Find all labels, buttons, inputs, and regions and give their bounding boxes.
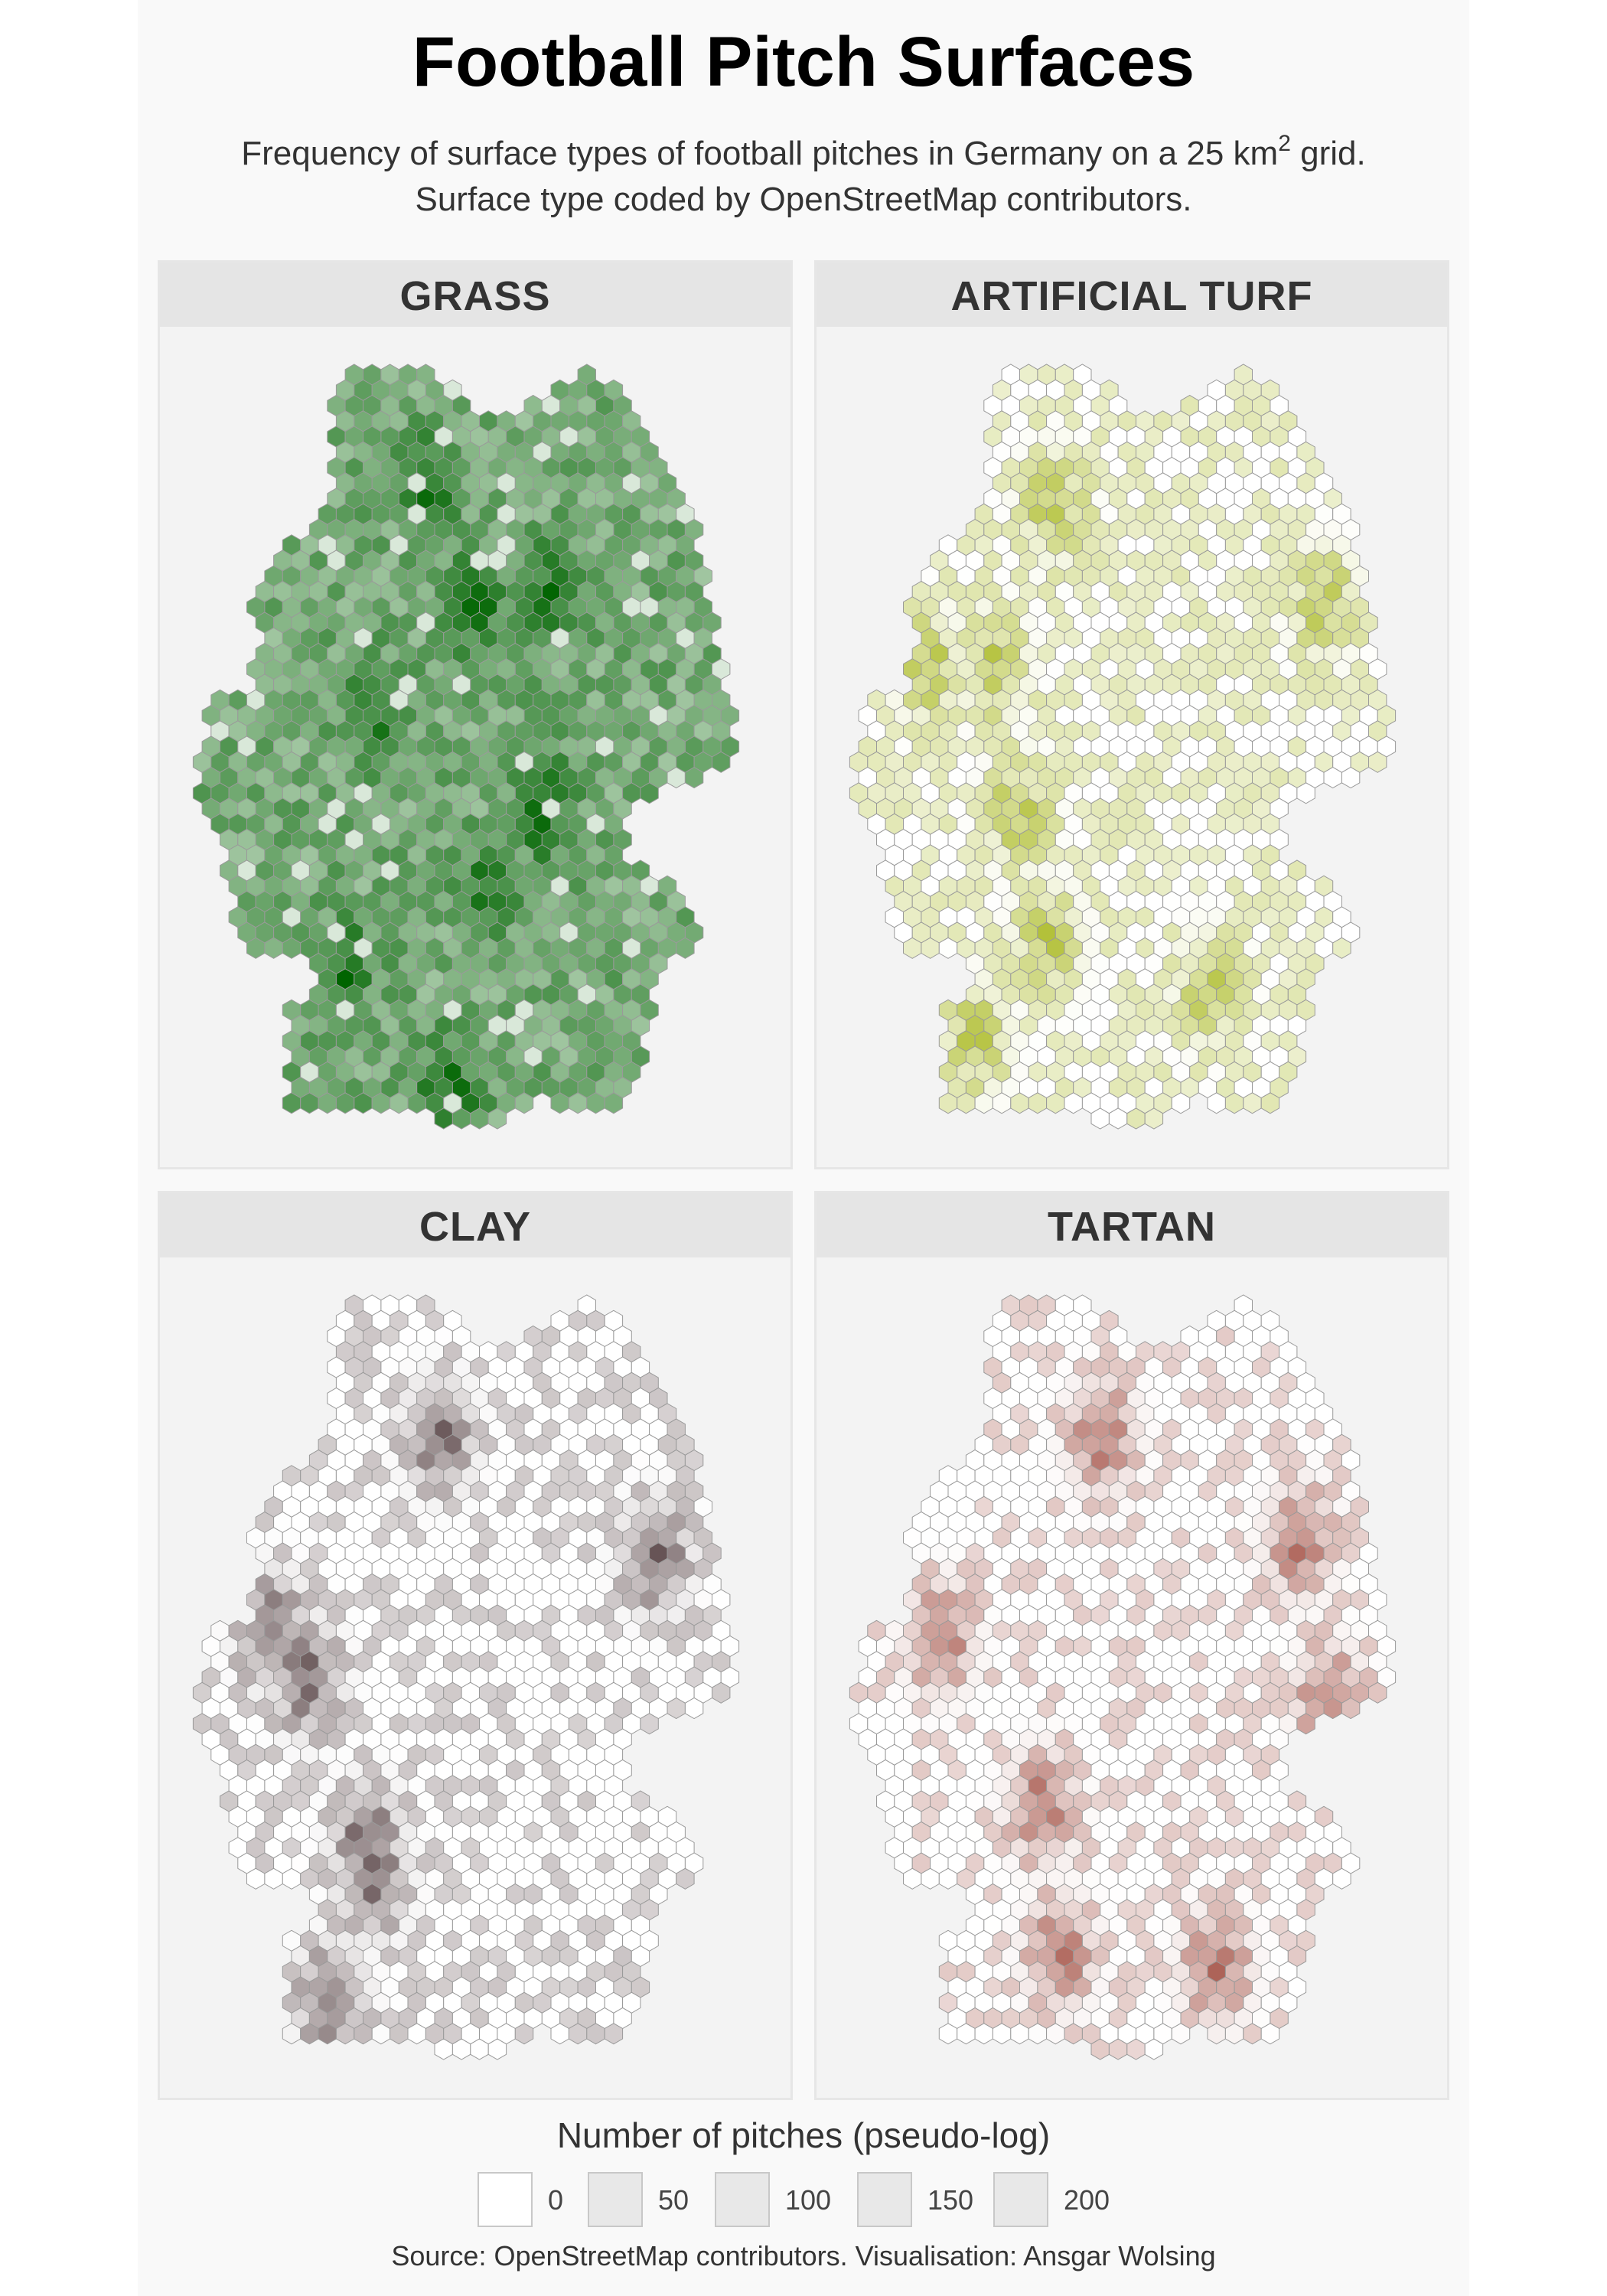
legend-key-50 (588, 2172, 643, 2227)
legend-label-200: 200 (1064, 2184, 1110, 2216)
hex-cell (514, 1092, 534, 1114)
panel-title-grass: GRASS (160, 263, 790, 327)
hex-cell (1332, 1867, 1351, 1890)
hex-cell (1332, 937, 1351, 959)
chart-caption: Source: OpenStreetMap contributors. Visu… (391, 2240, 1216, 2272)
panel-title-tartan: TARTAN (817, 1193, 1447, 1257)
legend-key-0 (478, 2172, 533, 2227)
subtitle-text-end: grid. (1290, 135, 1366, 172)
hex-cell (1296, 1713, 1315, 1735)
hex-cell (1341, 1697, 1361, 1720)
panel-clay: CLAY (158, 1191, 793, 2100)
legend-label-50: 50 (658, 2184, 689, 2216)
panel-artificial-turf: ARTIFICIAL TURF (814, 260, 1449, 1169)
legend-title: Number of pitches (pseudo-log) (556, 2115, 1051, 2155)
hex-cell (1341, 766, 1361, 789)
hex-cell (1260, 2023, 1280, 2045)
legend-label-150: 150 (927, 2184, 974, 2216)
panel-grass: GRASS (158, 260, 793, 1169)
hex-cell (604, 1092, 624, 1114)
hex-cell (712, 751, 731, 773)
hex-cell (1144, 1107, 1164, 1130)
hex-cell (1171, 1092, 1191, 1114)
hex-cell (676, 1867, 695, 1890)
hex-cell (1260, 1092, 1280, 1114)
chart-subtitle-line-2: Surface type coded by OpenStreetMap cont… (415, 181, 1192, 218)
figure: Football Pitch Surfaces Frequency of sur… (138, 0, 1469, 2296)
hex-cell (640, 1713, 659, 1735)
hex-cell (1368, 751, 1387, 773)
hex-cell (1171, 2023, 1191, 2045)
hex-cell (487, 1107, 507, 1130)
hex-cell (712, 1681, 731, 1704)
hex-cell (1368, 1681, 1387, 1704)
hex-cell (487, 2038, 507, 2060)
legend-label-0: 0 (548, 2184, 564, 2216)
legend-key-150 (857, 2172, 912, 2227)
subtitle-text: Frequency of surface types of football p… (241, 135, 1279, 172)
hex-cell (684, 1697, 704, 1720)
legend-label-100: 100 (785, 2184, 832, 2216)
legend-key-100 (715, 2172, 770, 2227)
hex-map-clay (192, 1294, 740, 2060)
hex-map-grass (192, 364, 740, 1130)
hex-cell (640, 782, 659, 804)
panel-title-artificial-turf: ARTIFICIAL TURF (817, 263, 1447, 327)
hex-map-tartan (849, 1294, 1397, 2060)
hex-cell (604, 2023, 624, 2045)
chart-title: Football Pitch Surfaces (412, 23, 1195, 101)
hex-cell (1144, 2038, 1164, 2060)
legend-key-200 (993, 2172, 1048, 2227)
panel-title-clay: CLAY (160, 1193, 790, 1257)
chart-subtitle-line-1: Frequency of surface types of football p… (138, 132, 1469, 176)
hex-cell (676, 937, 695, 959)
subtitle-superscript: 2 (1278, 131, 1291, 156)
hex-map-artificial-turf (849, 364, 1397, 1130)
panel-tartan: TARTAN (814, 1191, 1449, 2100)
hex-cell (514, 2023, 534, 2045)
hex-cell (684, 766, 704, 789)
hex-cell (1296, 782, 1315, 804)
